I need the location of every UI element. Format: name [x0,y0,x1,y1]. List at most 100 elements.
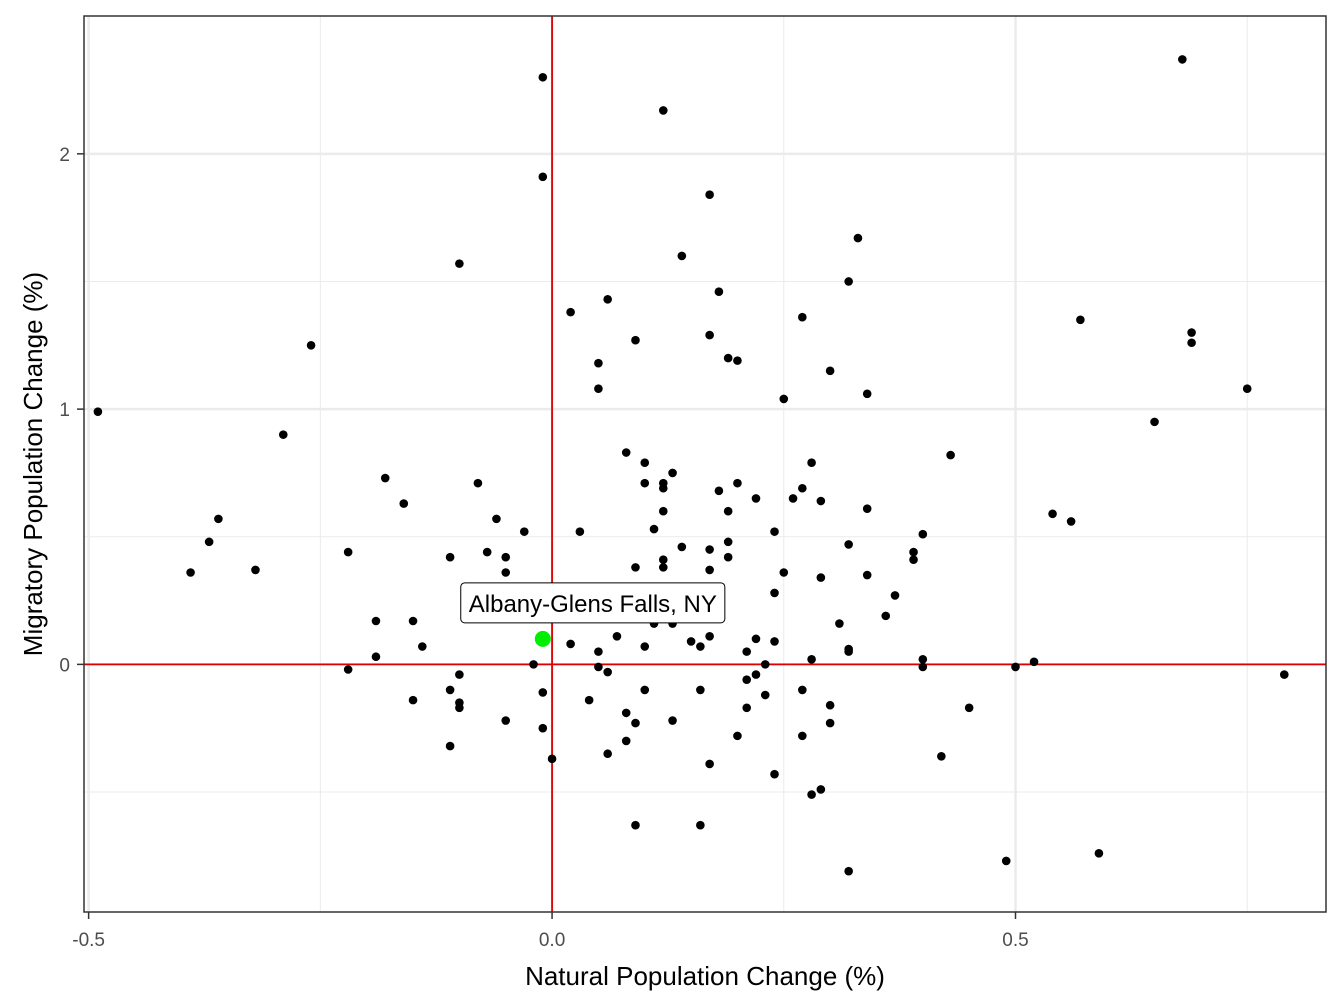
data-point [844,540,853,549]
data-point [807,654,816,664]
data-point [594,384,603,393]
data-point [455,670,464,679]
data-point [798,312,807,322]
data-point [584,695,594,705]
data-point [640,478,650,488]
data-point [594,358,603,368]
data-point [343,547,353,557]
data-point [1187,328,1196,337]
plot-panel [84,16,1326,912]
data-point [742,703,752,713]
data-point [909,547,918,557]
data-point [93,407,103,416]
data-point [751,634,761,644]
x-axis-title: Natural Population Change (%) [525,961,885,991]
y-tick-label: 0 [59,655,70,676]
data-point [964,703,974,713]
data-point [825,700,835,710]
data-point [844,277,853,286]
data-point [705,759,714,769]
data-point [631,718,640,728]
highlight-group: Albany-Glens Falls, NY [460,582,726,647]
data-point [909,555,918,565]
data-point [760,660,770,669]
data-point [723,506,733,516]
data-point [714,486,724,496]
data-point [807,790,816,799]
data-point [1150,417,1159,427]
data-point [631,335,640,345]
data-point [668,716,677,725]
y-axis-title: Migratory Population Change (%) [18,272,48,656]
data-point [844,866,853,876]
data-point [1076,315,1085,325]
data-point [445,685,455,695]
data-point [658,563,668,572]
data-point [1011,662,1020,672]
data-point [640,458,650,468]
data-point [696,642,705,651]
data-point [501,552,511,562]
data-point [482,547,492,557]
data-point [1001,856,1011,866]
data-point [612,632,622,641]
data-point [445,741,455,751]
data-point [575,527,585,536]
data-point [640,685,650,695]
data-point [696,820,705,830]
data-point [455,703,464,713]
data-point [1279,670,1289,679]
data-point [705,632,714,641]
data-point [853,233,863,243]
data-point [519,527,529,536]
data-point [408,616,418,626]
data-point [723,537,733,547]
data-point [640,642,650,651]
data-point [937,751,946,761]
y-tick-label: 1 [59,400,70,421]
data-point [770,527,779,536]
data-point [658,106,668,115]
data-point [770,769,779,779]
data-point [658,506,668,516]
data-point [566,639,575,649]
data-point [798,731,807,741]
data-point [816,573,826,582]
data-point [455,259,464,268]
data-point [798,483,807,493]
data-point [881,611,891,621]
highlight-label: Albany-Glens Falls, NY [469,591,717,618]
data-point [742,675,752,685]
data-point [343,665,353,674]
data-points [93,55,1289,876]
data-point [825,366,835,376]
data-point [658,555,668,565]
data-point [621,736,631,746]
data-point [649,524,659,534]
data-point [204,537,214,547]
data-point [371,616,381,626]
data-point [946,450,955,460]
data-point [779,568,789,577]
data-point [1094,848,1104,858]
data-point [770,588,779,598]
data-point [547,754,557,764]
data-point [408,695,418,705]
data-point [862,504,872,513]
data-point [751,670,761,679]
data-point [538,72,548,82]
data-point [798,685,807,695]
x-tick-label: 0.5 [1002,930,1028,951]
data-point [306,340,316,350]
data-point [705,565,714,575]
data-point [1066,517,1076,526]
data-point [538,723,548,733]
data-point [214,514,223,524]
data-point [723,353,733,363]
data-point [918,662,928,672]
data-point [1178,55,1187,64]
data-point [621,448,631,457]
data-point [418,642,427,651]
data-point [705,545,714,554]
plot-panel-border [83,15,1327,913]
